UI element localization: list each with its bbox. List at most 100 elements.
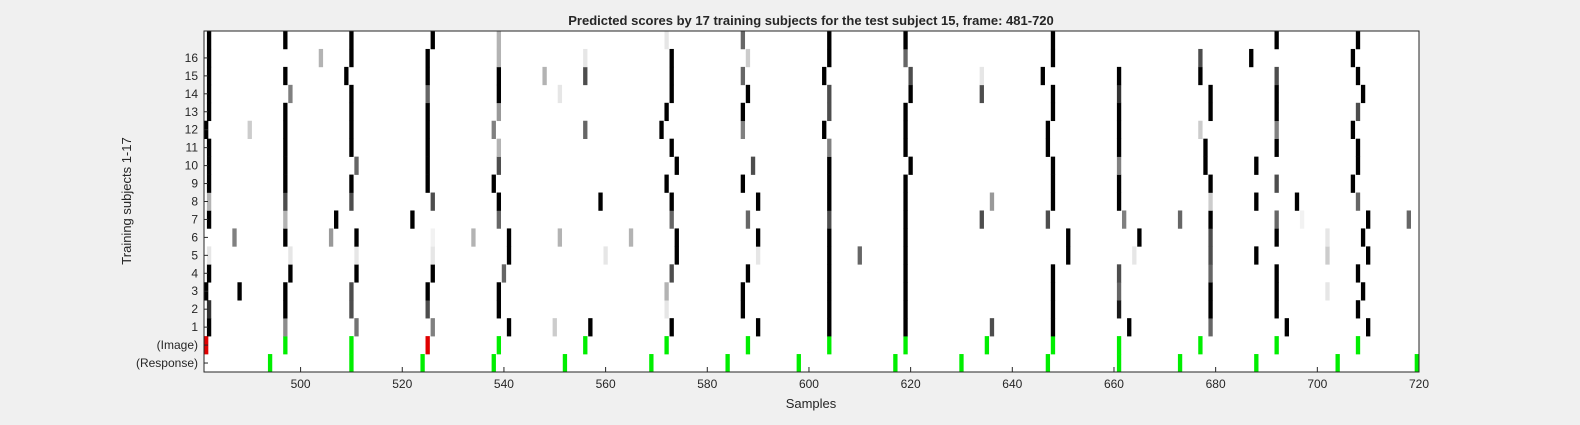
subject-16-cell	[1350, 48, 1356, 68]
subject-8-cell	[1208, 192, 1213, 211]
x-tick-label: 600	[799, 377, 819, 391]
subject-4-cell	[1116, 264, 1122, 283]
subject-7-cell	[669, 210, 674, 229]
y-tick-label: 12	[185, 123, 199, 137]
subject-1-cell	[755, 318, 761, 337]
subject-6-cell	[506, 228, 512, 247]
image-mark	[1116, 336, 1122, 355]
subject-15-cell	[425, 66, 430, 86]
subject-17-cell	[1355, 31, 1361, 50]
subject-10-cell	[354, 156, 359, 175]
subject-14-cell	[1208, 84, 1213, 104]
subject-15-cell	[344, 66, 349, 86]
subject-2-cell	[1355, 300, 1361, 319]
subject-8-cell	[496, 192, 502, 211]
subject-15-cell	[822, 66, 827, 86]
subject-16-cell	[669, 48, 674, 68]
subject-1-cell	[430, 318, 435, 337]
subject-7-cell	[1366, 210, 1371, 229]
image-mark	[827, 336, 832, 355]
subject-5-cell	[430, 246, 435, 265]
response-mark	[649, 354, 654, 373]
subject-17-cell	[206, 31, 212, 50]
subject-7-cell	[1406, 210, 1411, 229]
subject-9-cell	[1116, 174, 1122, 193]
subject-12-cell	[659, 120, 664, 139]
response-mark	[893, 354, 898, 373]
subject-2-cell	[827, 300, 832, 319]
subject-11-cell	[283, 138, 288, 157]
subject-15-cell	[496, 66, 502, 86]
subject-12-cell	[1198, 120, 1203, 139]
subject-14-cell	[288, 84, 293, 104]
subject-6-cell	[1208, 228, 1213, 247]
subject-17-cell	[349, 31, 354, 50]
subject-16-cell	[1249, 48, 1254, 68]
subject-8-cell	[598, 192, 603, 211]
subject-11-cell	[349, 138, 354, 157]
subject-2-cell	[283, 300, 288, 319]
subject-4-cell	[1050, 264, 1056, 283]
subject-3-cell	[496, 282, 502, 301]
subject-16-cell	[1050, 48, 1056, 68]
subject-8-cell	[903, 192, 908, 211]
subject-14-cell	[908, 84, 913, 104]
subject-6-cell	[557, 228, 563, 247]
subject-13-cell	[349, 102, 354, 122]
subject-5-cell	[206, 246, 212, 265]
response-mark	[1414, 354, 1419, 373]
subject-17-cell	[430, 31, 435, 50]
subject-8-cell	[1116, 192, 1122, 211]
x-tick-label: 500	[291, 377, 311, 391]
subject-2-cell	[664, 300, 669, 319]
image-mark	[496, 336, 502, 355]
subject-1-cell	[669, 318, 674, 337]
subject-7-cell	[1121, 210, 1127, 229]
subject-7-cell	[334, 210, 339, 229]
subject-5-cell	[674, 246, 679, 265]
subject-7-cell	[1208, 210, 1213, 229]
subject-9-cell	[349, 174, 354, 193]
image-mark	[1274, 336, 1279, 355]
subject-13-cell	[1116, 102, 1122, 122]
subject-17-cell	[496, 31, 502, 50]
subject-8-cell	[1294, 192, 1300, 211]
subject-4-cell	[903, 264, 908, 283]
subject-13-cell	[1050, 102, 1056, 122]
subject-6-cell	[471, 228, 476, 247]
subject-15-cell	[979, 66, 984, 86]
subject-8-cell	[349, 192, 354, 211]
subject-14-cell	[557, 84, 563, 104]
subject-15-cell	[1116, 66, 1122, 86]
image-mark	[1198, 336, 1203, 355]
subject-14-cell	[496, 84, 502, 104]
subject-15-cell	[1355, 66, 1361, 86]
subject-11-cell	[206, 138, 212, 157]
response-mark	[267, 354, 273, 373]
subject-4-cell	[1355, 264, 1361, 283]
subject-16-cell	[206, 48, 212, 68]
image-mark	[583, 336, 588, 355]
subject-7-cell	[903, 210, 908, 229]
y-tick-label: (Response)	[136, 356, 198, 370]
subject-15-cell	[283, 66, 288, 86]
subject-7-cell	[283, 210, 288, 229]
subject-11-cell	[827, 138, 832, 157]
subject-12-cell	[1116, 120, 1122, 139]
subject-13-cell	[1355, 102, 1361, 122]
subject-4-cell	[501, 264, 507, 283]
subject-17-cell	[283, 31, 288, 50]
subject-3-cell	[237, 282, 242, 301]
subject-17-cell	[1050, 31, 1056, 50]
subject-2-cell	[496, 300, 502, 319]
subject-1-cell	[206, 318, 212, 337]
subject-1-cell	[1127, 318, 1132, 337]
image-mark	[984, 336, 990, 355]
subject-4-cell	[354, 264, 359, 283]
subject-1-cell	[827, 318, 832, 337]
subject-17-cell	[903, 31, 908, 50]
subject-8-cell	[669, 192, 674, 211]
subject-14-cell	[827, 84, 832, 104]
response-mark	[796, 354, 801, 373]
subject-14-cell	[1274, 84, 1279, 104]
